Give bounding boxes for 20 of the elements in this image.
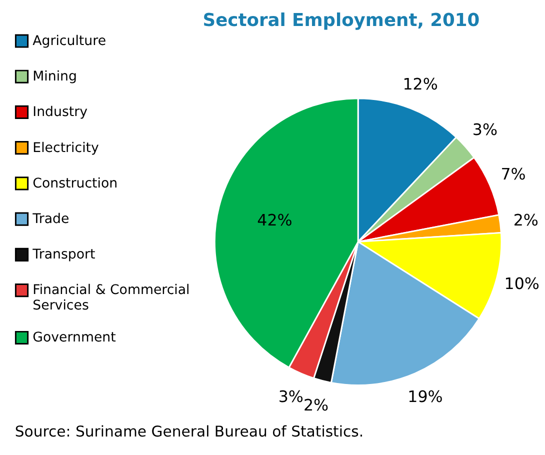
data-label: 7%: [500, 164, 526, 184]
legend-label: Government: [32, 330, 116, 346]
legend-label: Trade: [32, 212, 70, 228]
legend-label: Electricity: [32, 140, 100, 156]
data-label: 3%: [472, 120, 498, 139]
data-label: 10%: [504, 274, 540, 293]
legend-label: Industry: [32, 105, 88, 120]
data-label: 3%: [278, 386, 304, 406]
legend-label: Agriculture: [32, 34, 106, 49]
data-label: 2%: [303, 396, 329, 415]
source-note: Source: Suriname General Bureau of Statistics.: [14, 424, 364, 441]
legend-label: Transport: [32, 248, 96, 263]
legend-label: Construction: [32, 176, 118, 192]
legend-label: Mining: [32, 70, 77, 85]
data-label: 19%: [408, 386, 443, 406]
data-label: 2%: [513, 210, 538, 230]
data-label: 42%: [257, 210, 292, 230]
legend-label: Financial & Commercial Services: [32, 283, 190, 314]
data-label: 12%: [402, 74, 438, 94]
chart-title: Sectoral Employment, 2010: [202, 10, 480, 32]
